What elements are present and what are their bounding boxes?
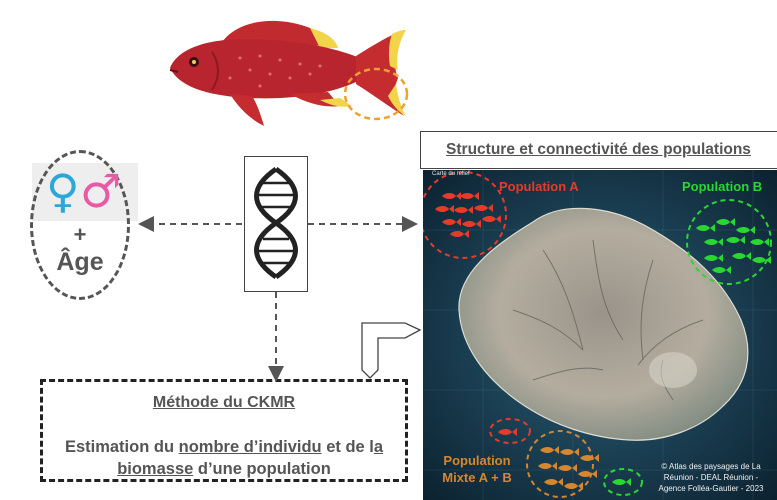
age-label: Âge	[56, 248, 104, 276]
female-symbol-icon: ♀	[46, 164, 80, 218]
dna-box	[244, 156, 308, 292]
copyright-line2: Réunion - DEAL Réunion -	[663, 473, 759, 482]
population-b-label: Population B	[682, 179, 763, 194]
dna-helix-icon	[254, 166, 298, 280]
ckmr-desc-part2: et de l	[321, 438, 374, 456]
copyright-line1: © Atlas des paysages de La	[661, 462, 761, 471]
fish-illustration	[169, 20, 409, 126]
population-a-label: Population A	[499, 179, 579, 194]
structure-title-box	[420, 131, 777, 169]
map-copyright: © Atlas des paysages de La Réunion - DEA…	[650, 461, 772, 494]
reunion-relief-map	[423, 170, 777, 500]
population-mixed-line2: Mixte A + B	[442, 470, 512, 485]
population-mixed-line1: Population	[443, 453, 511, 468]
ckmr-title: Méthode du CKMR	[152, 394, 296, 411]
copyright-line3: Agence Folléa-Gautier - 2023	[658, 484, 764, 493]
ckmr-desc-underline3: biomasse	[117, 460, 194, 478]
plus-sign: +	[73, 222, 87, 247]
ckmr-desc-part1: Estimation du	[64, 438, 179, 456]
ckmr-desc-underline2: a	[373, 438, 384, 456]
map-caption: Carte du relief	[432, 171, 470, 177]
male-symbol-icon: ♂	[80, 164, 122, 218]
structure-title: Structure et connectivité des population…	[446, 141, 751, 158]
ckmr-desc-part3: d’une population	[193, 460, 331, 478]
population-mixed-label: Population Mixte A + B	[432, 452, 522, 486]
elbow-arrow-icon	[361, 322, 422, 379]
ckmr-method-box	[40, 379, 408, 482]
ckmr-desc-underline1: nombre d’individu	[178, 438, 322, 456]
ckmr-description: Estimation du nombre d’individu et de la…	[40, 436, 408, 480]
sex-age-circle	[30, 150, 130, 300]
